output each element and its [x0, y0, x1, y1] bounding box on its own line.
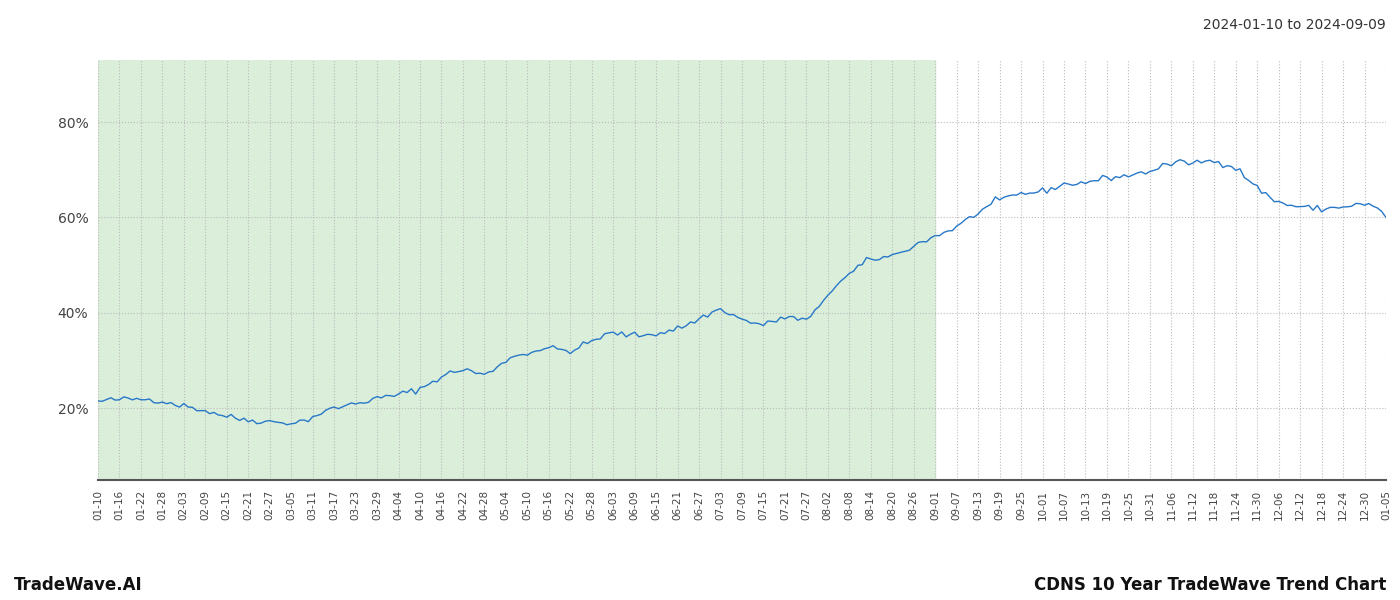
Text: CDNS 10 Year TradeWave Trend Chart: CDNS 10 Year TradeWave Trend Chart	[1033, 576, 1386, 594]
Text: 2024-01-10 to 2024-09-09: 2024-01-10 to 2024-09-09	[1203, 18, 1386, 32]
Bar	[98, 60, 935, 480]
Text: TradeWave.AI: TradeWave.AI	[14, 576, 143, 594]
